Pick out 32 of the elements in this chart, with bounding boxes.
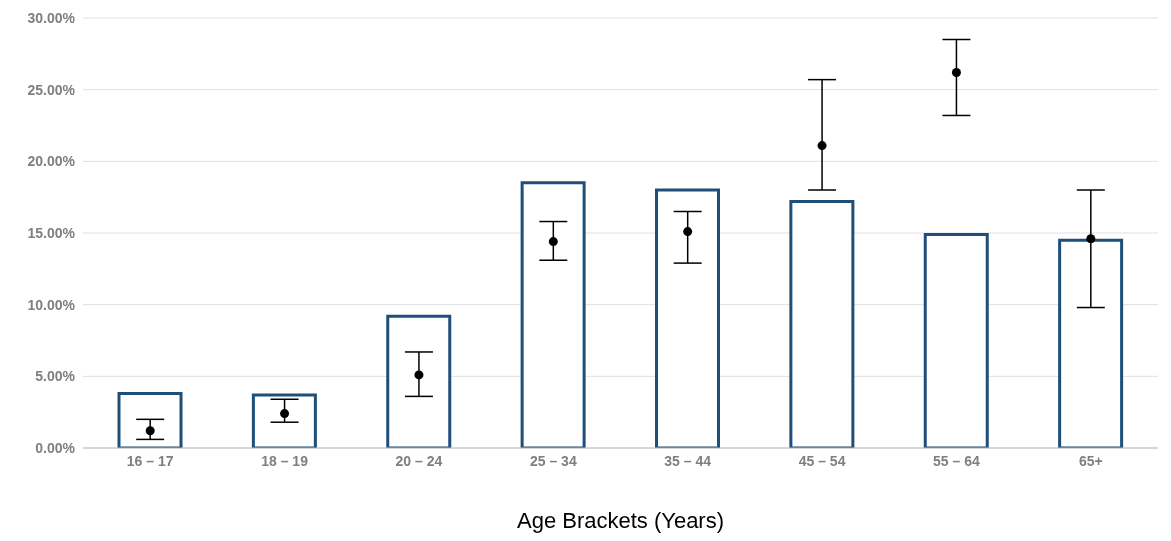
bar bbox=[1058, 238, 1124, 448]
x-tick-label: 55 – 64 bbox=[933, 452, 980, 469]
y-tick-label: 10.00% bbox=[27, 296, 76, 313]
y-tick-label: 0.00% bbox=[35, 439, 76, 456]
point bbox=[145, 426, 155, 436]
x-tick-label: 20 – 24 bbox=[395, 452, 443, 469]
x-tick-label: 35 – 44 bbox=[664, 452, 712, 469]
bar bbox=[789, 199, 855, 448]
bar bbox=[251, 393, 317, 448]
x-tick-label: 25 – 34 bbox=[529, 452, 577, 469]
bar bbox=[923, 232, 989, 448]
x-tick-label: 18 – 19 bbox=[261, 452, 309, 469]
x-tick-label: 45 – 54 bbox=[798, 452, 846, 469]
point bbox=[683, 227, 693, 237]
x-tick-label: 65+ bbox=[1078, 452, 1103, 469]
point bbox=[280, 409, 290, 419]
bar bbox=[655, 188, 720, 448]
y-tick-label: 25.00% bbox=[27, 81, 76, 98]
point bbox=[951, 67, 961, 77]
point bbox=[1086, 234, 1096, 244]
point bbox=[817, 141, 827, 151]
y-tick-label: 5.00% bbox=[35, 368, 76, 385]
x-tick-label: 16 – 17 bbox=[126, 452, 174, 469]
y-tick-label: 30.00% bbox=[27, 9, 76, 26]
bar bbox=[520, 181, 586, 448]
point bbox=[414, 370, 424, 380]
point bbox=[548, 237, 558, 247]
y-tick-label: 20.00% bbox=[27, 153, 76, 170]
x-axis-title: Age Brackets (Years) bbox=[516, 508, 725, 533]
bar bbox=[117, 392, 183, 448]
bar bbox=[386, 314, 452, 448]
y-tick-label: 15.00% bbox=[27, 224, 76, 241]
